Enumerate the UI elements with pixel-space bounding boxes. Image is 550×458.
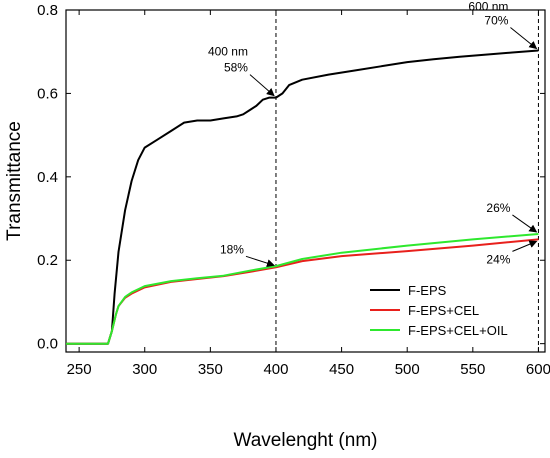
annotation-arrow <box>512 240 538 252</box>
series-line <box>66 49 539 345</box>
x-tick-label: 250 <box>67 361 92 378</box>
annotation-label: 400 nm <box>208 45 248 59</box>
series-line <box>66 233 539 345</box>
annotation-arrow <box>510 27 538 50</box>
annotation-label: 58% <box>224 61 248 75</box>
annotation-arrow <box>512 214 538 233</box>
axis-ticks: 250 300 350 400 450 500 550 600 0.0 0.2 0.4 0.6 0.8 <box>37 2 550 378</box>
annotation-label: 26% <box>486 201 510 215</box>
annotation-label: 70% <box>484 13 508 27</box>
y-axis-title: Transmittance <box>4 121 25 241</box>
plot-border <box>65 9 546 353</box>
annotation-label: 18% <box>220 242 244 256</box>
x-tick-label: 450 <box>329 361 354 378</box>
y-tick-label: 0.4 <box>37 169 58 186</box>
y-tick-label: 0.2 <box>37 252 58 269</box>
legend-label: F-EPS+CEL+OIL <box>408 323 508 338</box>
x-axis-title: Wavelenght (nm) <box>234 430 378 451</box>
legend: F-EPS F-EPS+CEL F-EPS+CEL+OIL <box>370 283 508 338</box>
x-tick-label: 550 <box>460 361 485 378</box>
annotation-arrow <box>245 255 275 268</box>
legend-label: F-EPS+CEL <box>408 303 479 318</box>
x-tick-label: 400 <box>263 361 288 378</box>
plot-frame <box>65 9 546 353</box>
series-lines <box>66 49 539 345</box>
legend-label: F-EPS <box>408 283 447 298</box>
y-tick-label: 0.0 <box>37 336 58 353</box>
y-tick-label: 0.8 <box>37 2 58 19</box>
annotation-label: 24% <box>486 252 510 266</box>
x-tick-label: 300 <box>132 361 157 378</box>
annotation-label: 600 nm <box>468 0 508 13</box>
y-tick-label: 0.6 <box>37 85 58 102</box>
annotation-arrow <box>249 74 275 97</box>
reference-lines <box>275 12 539 352</box>
x-tick-label: 500 <box>395 361 420 378</box>
x-tick-label: 600 <box>526 361 550 378</box>
x-tick-label: 350 <box>198 361 223 378</box>
